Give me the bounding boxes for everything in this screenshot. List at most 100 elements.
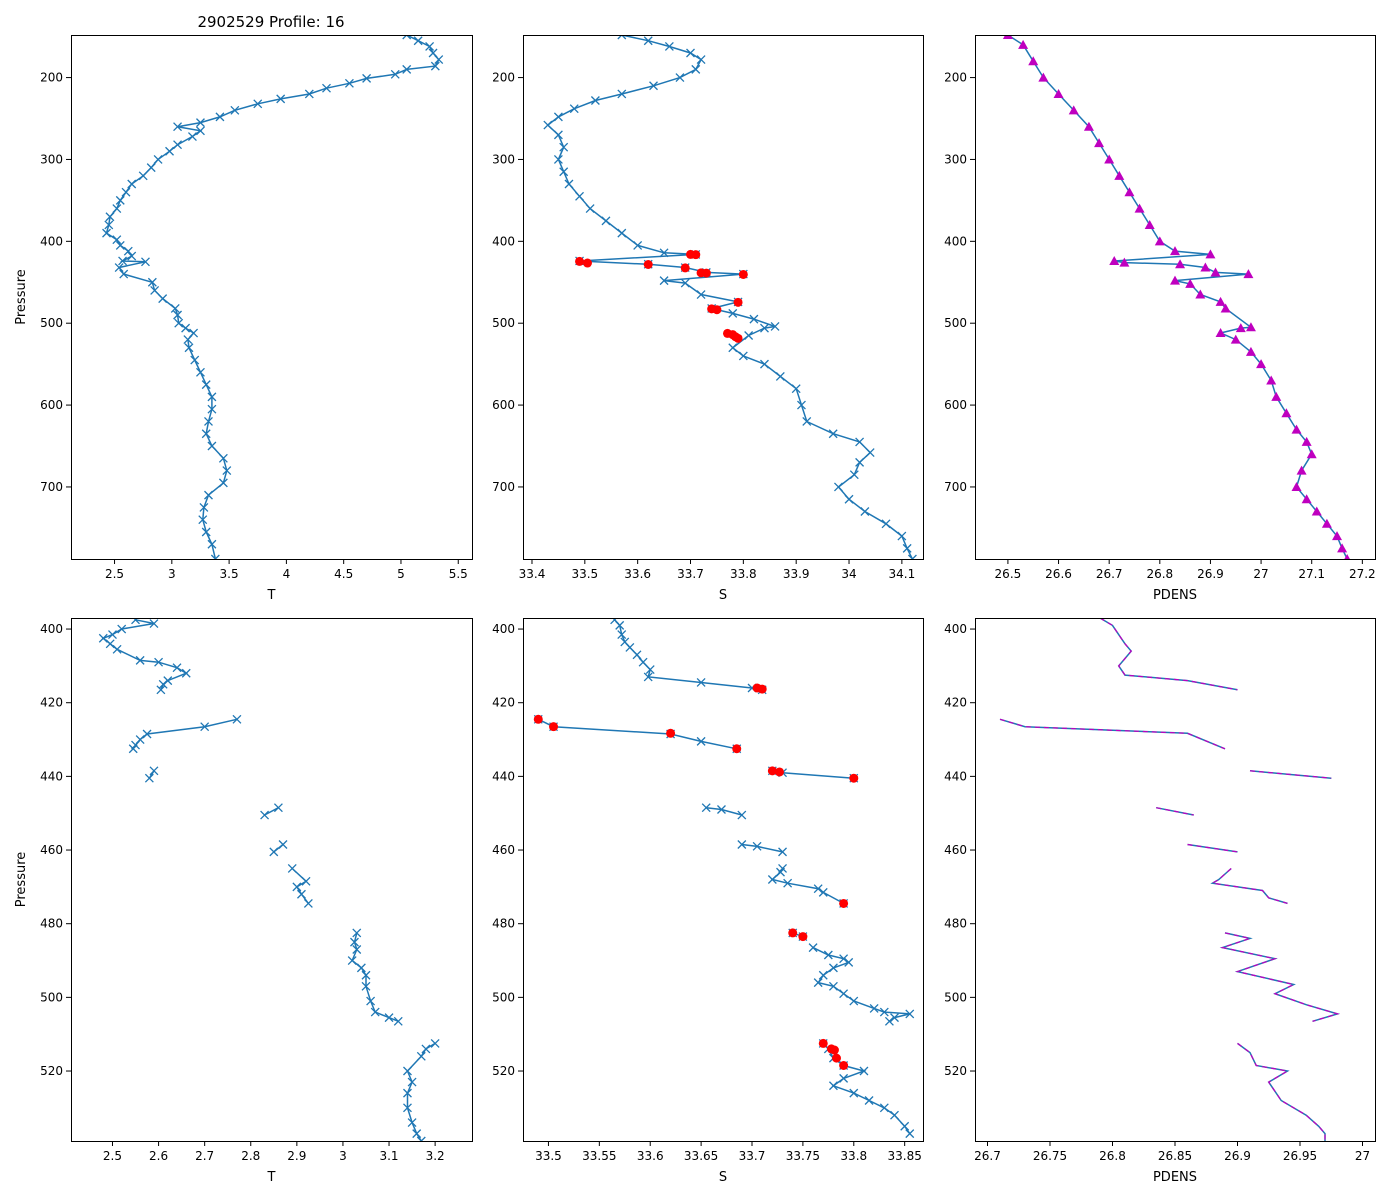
x-tick: 2.7 bbox=[195, 1141, 214, 1163]
density-marker bbox=[1215, 296, 1226, 306]
series-line bbox=[406, 1042, 436, 1141]
density-marker bbox=[1144, 219, 1155, 229]
data-point-marker bbox=[905, 1009, 915, 1019]
data-point-marker bbox=[833, 482, 843, 492]
flagged-point bbox=[818, 1038, 828, 1048]
y-tick: 500 bbox=[944, 316, 975, 330]
data-point-marker bbox=[121, 187, 131, 197]
y-tick-label: 600 bbox=[944, 398, 967, 412]
x-tick: 34.1 bbox=[889, 559, 915, 581]
density-dashed-line bbox=[1156, 807, 1194, 816]
data-point-marker bbox=[292, 882, 302, 892]
data-point-marker bbox=[869, 1003, 879, 1013]
data-point-marker bbox=[907, 554, 917, 559]
density-marker bbox=[1038, 72, 1049, 82]
flagged-point bbox=[666, 728, 676, 738]
y-tick-label: 480 bbox=[492, 917, 515, 931]
data-point-marker bbox=[218, 453, 228, 463]
data-point-marker bbox=[112, 204, 122, 214]
data-point-marker bbox=[749, 314, 759, 324]
x-tick-label: 26.6 bbox=[1045, 567, 1072, 581]
y-tick-label: 200 bbox=[40, 71, 63, 85]
y-tick-label: 500 bbox=[40, 990, 63, 1004]
data-point-marker bbox=[222, 466, 232, 476]
x-tick: 2.5 bbox=[105, 559, 124, 581]
x-tick-label: 3.2 bbox=[426, 1149, 445, 1163]
y-tick: 600 bbox=[492, 398, 523, 412]
data-point-marker bbox=[131, 618, 140, 625]
flagged-point bbox=[733, 333, 743, 343]
x-tick: 3 bbox=[168, 559, 176, 581]
x-tick-label: 2.6 bbox=[149, 1149, 168, 1163]
y-tick: 480 bbox=[40, 917, 71, 931]
data-point-marker bbox=[402, 64, 412, 74]
data-point-marker bbox=[680, 278, 690, 288]
x-tick: 33.55 bbox=[582, 1141, 617, 1163]
data-point-marker bbox=[839, 954, 849, 964]
data-point-marker bbox=[142, 729, 152, 739]
data-point-marker bbox=[370, 1007, 380, 1017]
x-axis-label: T bbox=[267, 1170, 276, 1185]
density-marker bbox=[1195, 289, 1206, 299]
data-point-marker bbox=[127, 179, 137, 189]
density-marker bbox=[1344, 554, 1350, 559]
flagged-point bbox=[738, 269, 748, 279]
data-point-marker bbox=[737, 840, 747, 849]
data-point-marker bbox=[905, 1129, 915, 1139]
data-point-marker bbox=[564, 179, 574, 189]
y-tick-label: 700 bbox=[944, 480, 967, 494]
x-tick: 5 bbox=[397, 559, 405, 581]
y-tick: 200 bbox=[944, 71, 975, 85]
data-point-marker bbox=[696, 55, 706, 65]
data-point-marker bbox=[849, 1088, 859, 1098]
data-point-marker bbox=[403, 1066, 412, 1076]
x-tick: 2.9 bbox=[287, 1141, 306, 1163]
data-point-marker bbox=[135, 655, 145, 665]
flagged-point bbox=[680, 263, 690, 273]
data-point-marker bbox=[430, 1038, 440, 1048]
density-dashed-line bbox=[1220, 932, 1340, 1022]
x-tick-label: 33.75 bbox=[786, 1149, 820, 1163]
data-point-marker bbox=[416, 1136, 426, 1141]
axes-frame bbox=[975, 35, 1376, 560]
data-point-marker bbox=[828, 963, 838, 973]
plot-area bbox=[543, 35, 917, 559]
data-point-marker bbox=[770, 322, 780, 331]
x-tick-label: 33.5 bbox=[535, 1149, 562, 1163]
y-tick-label: 420 bbox=[944, 696, 967, 710]
x-tick-label: 4 bbox=[283, 567, 291, 581]
y-tick: 520 bbox=[944, 1064, 975, 1078]
density-marker bbox=[1321, 518, 1332, 528]
x-tick: 4 bbox=[283, 559, 291, 581]
y-tick: 500 bbox=[944, 990, 975, 1004]
data-point-marker bbox=[105, 639, 115, 649]
data-point-marker bbox=[118, 256, 128, 266]
data-point-marker bbox=[416, 1051, 426, 1061]
flagged-point bbox=[733, 297, 743, 307]
data-point-marker bbox=[384, 1013, 394, 1023]
x-tick-label: 33.5 bbox=[571, 567, 598, 581]
data-point-marker bbox=[181, 323, 191, 333]
y-tick: 300 bbox=[492, 152, 523, 166]
data-point-marker bbox=[839, 989, 849, 999]
x-tick: 3.2 bbox=[426, 1141, 445, 1163]
data-point-marker bbox=[350, 937, 359, 947]
plot-area bbox=[98, 618, 440, 1141]
y-tick: 400 bbox=[40, 622, 71, 636]
density-marker bbox=[1266, 375, 1277, 385]
density-marker bbox=[1301, 436, 1312, 446]
data-point-marker bbox=[775, 371, 785, 381]
flagged-point bbox=[831, 1053, 841, 1063]
data-point-marker bbox=[717, 805, 726, 814]
flagged-point bbox=[533, 714, 543, 724]
x-tick: 33.8 bbox=[730, 559, 757, 581]
density-marker bbox=[1175, 259, 1186, 269]
density-marker bbox=[1094, 138, 1105, 148]
data-point-marker bbox=[752, 841, 762, 851]
data-point-marker bbox=[559, 167, 569, 177]
x-tick-label: 33.4 bbox=[519, 567, 546, 581]
data-point-marker bbox=[138, 171, 148, 181]
x-tick: 27.2 bbox=[1349, 559, 1376, 581]
density-marker bbox=[1170, 246, 1180, 256]
y-axis-label: Pressure bbox=[14, 852, 29, 908]
